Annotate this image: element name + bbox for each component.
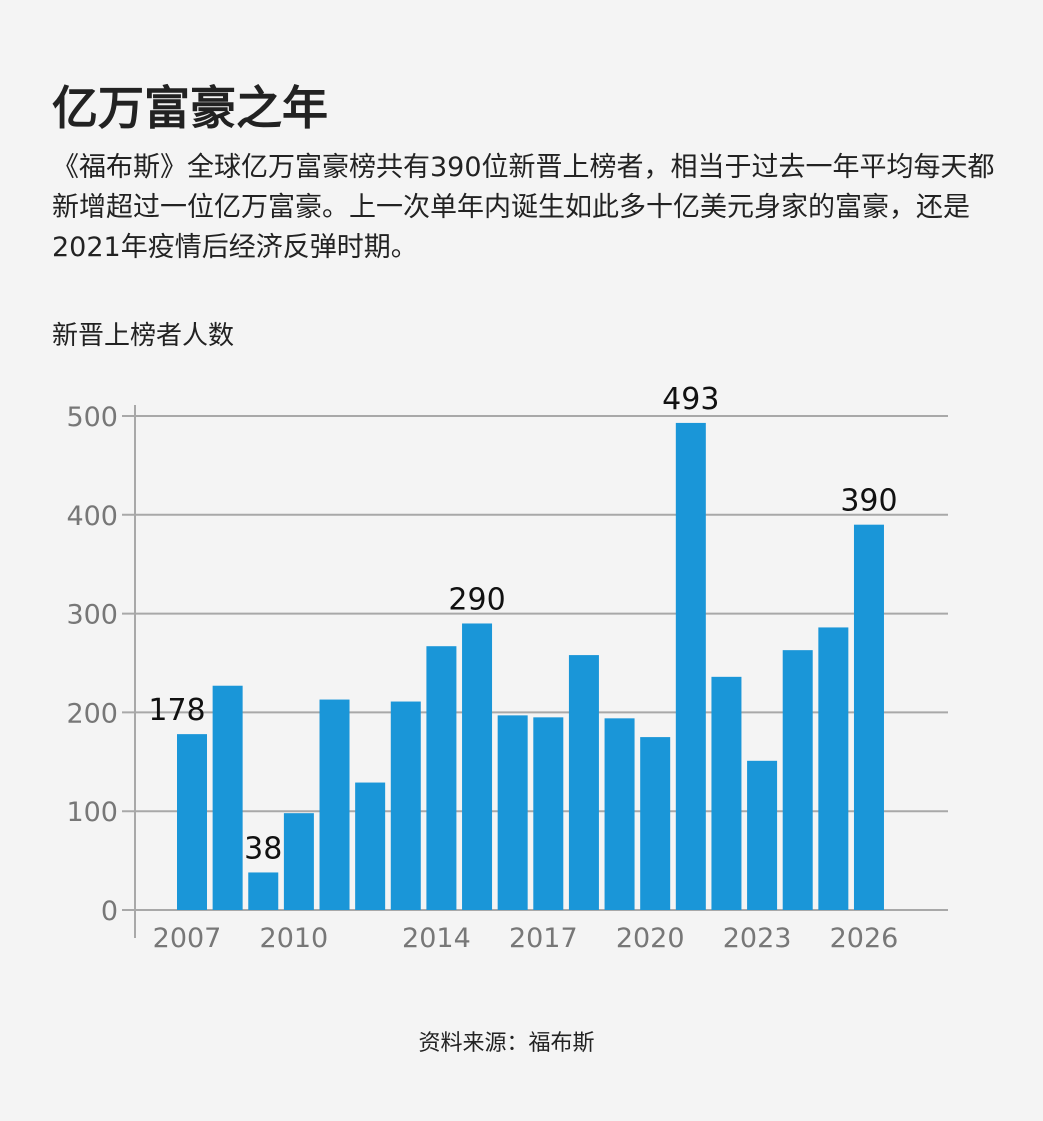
bar-2016 <box>497 715 528 910</box>
bar-2009 <box>248 872 279 910</box>
bar-2022 <box>711 676 742 910</box>
bar-2010 <box>283 813 314 910</box>
bar-2012 <box>355 782 386 910</box>
bar-2017 <box>533 717 564 910</box>
bar-2024 <box>782 650 813 910</box>
y-axis-label: 新晋上榜者人数 <box>52 321 235 351</box>
data-label: 178 <box>148 693 205 728</box>
description: 《福布斯》全球亿万富豪榜共有390位新晋上榜者，相当于过去一年平均每天都新增超过… <box>52 152 995 263</box>
page-title: 亿万富豪之年 <box>52 81 328 135</box>
bar-2015 <box>462 623 493 910</box>
bar-2018 <box>568 655 599 910</box>
bar-2007 <box>177 734 207 910</box>
data-label: 390 <box>840 484 897 519</box>
data-label: 290 <box>448 582 505 617</box>
bar-2023 <box>747 760 778 910</box>
y-tick-label: 0 <box>101 896 118 927</box>
x-tick-label: 2017 <box>509 923 578 954</box>
bar-2008 <box>212 685 243 910</box>
x-tick-label: 2020 <box>616 923 685 954</box>
source-note: 资料来源：福布斯 <box>418 1031 595 1056</box>
y-tick-label: 100 <box>66 797 118 828</box>
data-label: 38 <box>244 831 282 866</box>
bar-2011 <box>319 699 350 910</box>
y-tick-label: 400 <box>66 501 118 532</box>
bar-2026 <box>853 524 884 910</box>
data-label: 493 <box>662 382 719 417</box>
x-tick-label: 2014 <box>402 923 471 954</box>
bar-2019 <box>604 718 635 910</box>
x-tick-label: 2007 <box>153 923 222 954</box>
x-tick-label: 2026 <box>830 923 899 954</box>
bar-2014 <box>426 646 457 910</box>
x-tick-label: 2023 <box>723 923 792 954</box>
y-tick-label: 300 <box>66 600 118 631</box>
bar-2025 <box>818 627 849 910</box>
x-tick-label: 2010 <box>260 923 329 954</box>
y-tick-label: 200 <box>66 698 118 729</box>
y-tick-label: 500 <box>66 402 118 433</box>
bar-2020 <box>640 737 671 910</box>
bar-2021 <box>675 422 706 910</box>
bar-2013 <box>390 701 421 910</box>
